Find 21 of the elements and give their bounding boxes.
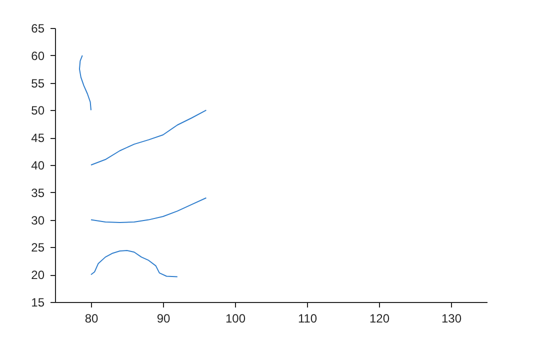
line-series [90,250,178,278]
y-tick-label: 40 [31,158,45,172]
y-tick-label: 45 [31,131,45,146]
y-tick-label: 15 [31,296,45,310]
line-series [78,54,92,111]
line-series [90,197,207,224]
x-tick-label: 90 [156,312,170,326]
x-tick-label: 110 [298,312,318,326]
y-tick-label: 60 [31,48,45,63]
x-tick-label: 80 [84,312,98,326]
y-tick-label: 65 [31,22,45,36]
y-tick-label: 20 [31,268,45,282]
x-tick-label: 120 [369,312,390,326]
y-tick-label: 55 [31,76,45,90]
y-tick-label: 35 [31,186,45,200]
y-tick-label: 50 [31,104,45,118]
x-tick-label: 100 [225,312,246,326]
y-tick-label: 25 [31,240,45,255]
x-tick-label: 130 [441,312,462,326]
line-series [90,110,207,166]
y-tick-label: 30 [31,213,45,228]
